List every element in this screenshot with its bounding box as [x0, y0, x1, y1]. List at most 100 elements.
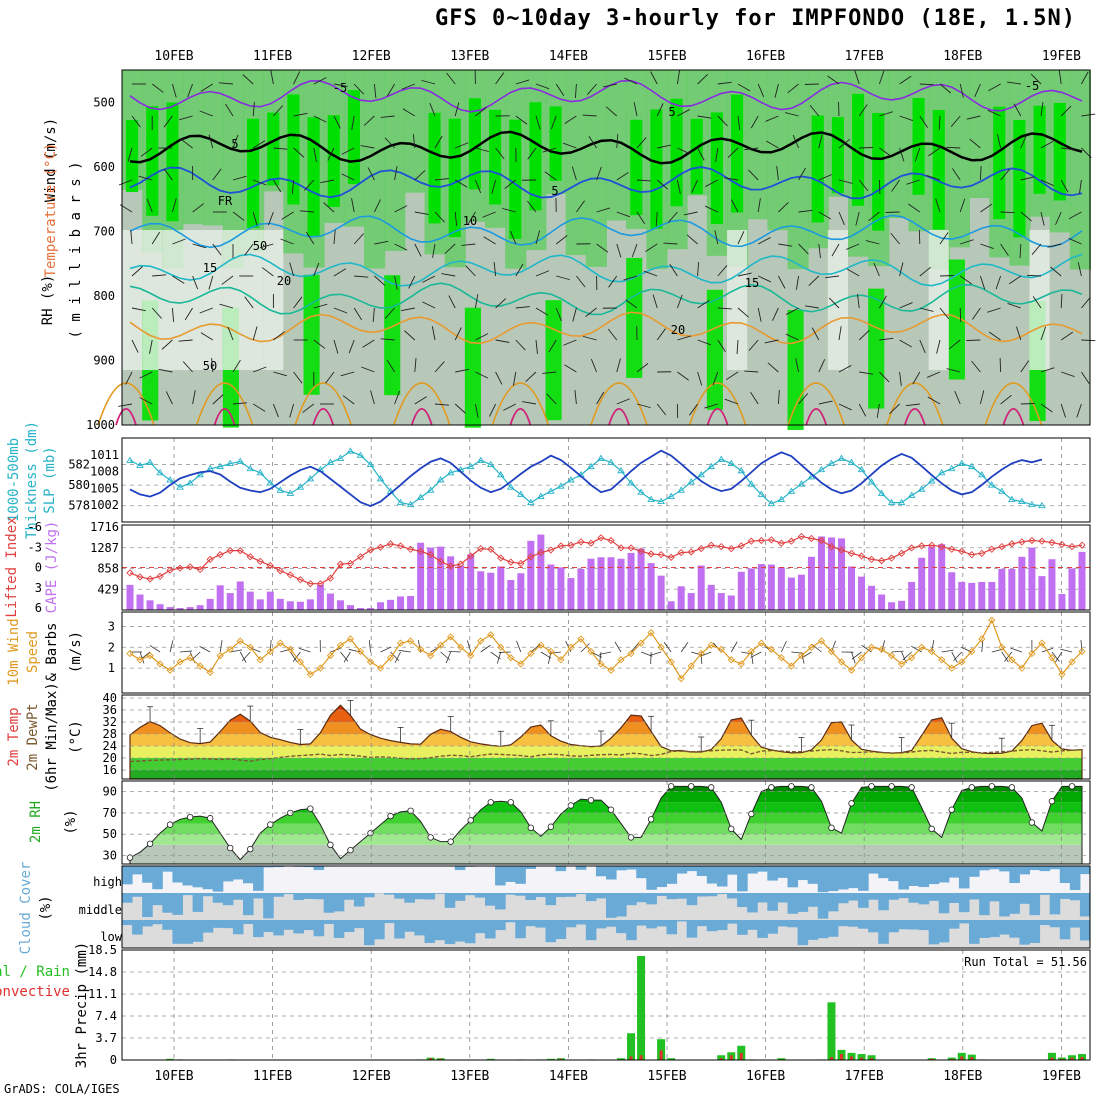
wind-barb — [857, 294, 860, 309]
wind-speed-marker — [346, 635, 355, 643]
wind-barb-10m — [241, 651, 251, 662]
wind-speed-marker — [266, 647, 274, 656]
wind-barb — [252, 140, 266, 149]
lifted-index-marker — [647, 550, 655, 558]
rh-marker — [447, 838, 454, 845]
wind-barb — [786, 307, 799, 315]
wind-barb — [1020, 360, 1030, 373]
precip-convective-bar — [559, 1058, 563, 1060]
chart-title: GFS 0~10day 3-hourly for IMPFONDO (18E, … — [435, 6, 1077, 31]
cloud-low-bar — [928, 920, 940, 945]
cloud-low-bar — [212, 920, 224, 928]
wind-barb-10m — [891, 650, 904, 653]
wind-barb — [192, 390, 196, 405]
cloud-low-bar — [192, 920, 204, 942]
cloud-middle-bar — [1069, 893, 1081, 901]
precip-convective-bar — [870, 1058, 874, 1060]
isotherm-line — [129, 166, 1083, 200]
cloud-middle-bar — [626, 893, 637, 906]
wind-barb — [172, 275, 185, 284]
wind-barb — [1061, 147, 1076, 151]
wind-barb — [828, 297, 840, 309]
thickness-marker — [156, 468, 164, 476]
wind-barb — [225, 103, 234, 117]
isotherm-label: -5 — [333, 81, 347, 95]
lifted-index-marker — [356, 553, 365, 561]
thickness-marker — [517, 490, 525, 497]
thickness-marker — [998, 487, 1006, 494]
cloud-low-bar — [122, 920, 133, 926]
wind-barb — [1040, 179, 1054, 187]
cloud-low-bar — [535, 920, 546, 928]
rh-cell — [509, 119, 522, 239]
wind-barb — [1060, 179, 1069, 193]
wind-barb — [475, 147, 490, 153]
wind-speed-marker — [837, 658, 846, 666]
rh-marker — [247, 845, 254, 853]
cape-bar — [827, 537, 835, 610]
cape-bar — [166, 607, 174, 610]
wind-barb — [252, 102, 255, 117]
wind-barb — [454, 403, 466, 414]
wind-barb — [556, 275, 570, 281]
thickness-marker — [256, 468, 265, 476]
cloud-high-bar — [777, 866, 788, 878]
precip-convective-bar — [970, 1057, 974, 1060]
wind-barb — [714, 230, 719, 245]
wind-speed-marker — [216, 651, 224, 660]
wind-barb — [313, 77, 327, 85]
wind-barb — [1058, 70, 1062, 85]
wind-speed-marker — [477, 637, 485, 645]
wind-barb — [387, 83, 395, 97]
thickness-marker — [567, 476, 575, 483]
cape-bar — [898, 600, 906, 610]
wind-barb-10m — [614, 641, 622, 653]
wind-barb — [697, 115, 712, 119]
wind-barb — [544, 171, 557, 181]
wind-speed-marker — [607, 666, 615, 674]
cloud-middle-bar — [212, 893, 224, 903]
wind-barb — [187, 83, 194, 98]
cloud-middle-bar — [263, 893, 274, 919]
cloud-high-bar — [1029, 866, 1041, 871]
cloud-middle-bar — [797, 893, 809, 912]
cape-bar — [316, 584, 324, 610]
wind-barb — [1016, 326, 1022, 341]
cloud-middle-bar — [878, 893, 889, 911]
wind-barb — [232, 211, 245, 221]
wind-barb — [774, 83, 779, 98]
thickness-marker — [847, 458, 856, 465]
wind-speed-marker — [737, 660, 745, 668]
wind-speed-marker — [577, 635, 585, 643]
cape-bar — [1058, 594, 1066, 610]
wind-barb-10m — [417, 640, 422, 653]
temperature-tick: 28 — [103, 727, 117, 741]
cloud-middle-bar — [727, 893, 738, 899]
cloud-low-bar — [495, 920, 506, 931]
precip-tick: 0 — [110, 1053, 117, 1067]
wind-barb — [374, 240, 389, 245]
wind-barb — [208, 275, 214, 290]
wind-barb — [778, 275, 786, 289]
wind-barb-10m — [230, 649, 243, 653]
cloud-low-bar — [636, 920, 647, 926]
wind-barb — [380, 338, 395, 341]
wind-barb — [192, 203, 205, 213]
cloud-low-bar — [283, 920, 294, 930]
date-label-top: 13FEB — [450, 49, 489, 64]
wind-barb — [131, 307, 146, 312]
wind10-axis-label: 10m Wind — [6, 618, 22, 685]
wind-barb — [624, 77, 638, 85]
cloud-low-bar — [989, 920, 1000, 938]
cloud-low-bar — [979, 920, 990, 938]
cape-bar — [1018, 556, 1026, 610]
wind-barb — [1040, 403, 1053, 413]
rh-marker — [567, 802, 575, 809]
rh-marker — [708, 784, 715, 791]
wind-barb — [548, 339, 557, 353]
thickness-marker — [356, 451, 365, 458]
lifted-index-marker — [467, 552, 475, 560]
wind-barb — [515, 115, 528, 125]
temperature-band — [130, 758, 1082, 770]
cloud-low-bar — [585, 920, 597, 941]
